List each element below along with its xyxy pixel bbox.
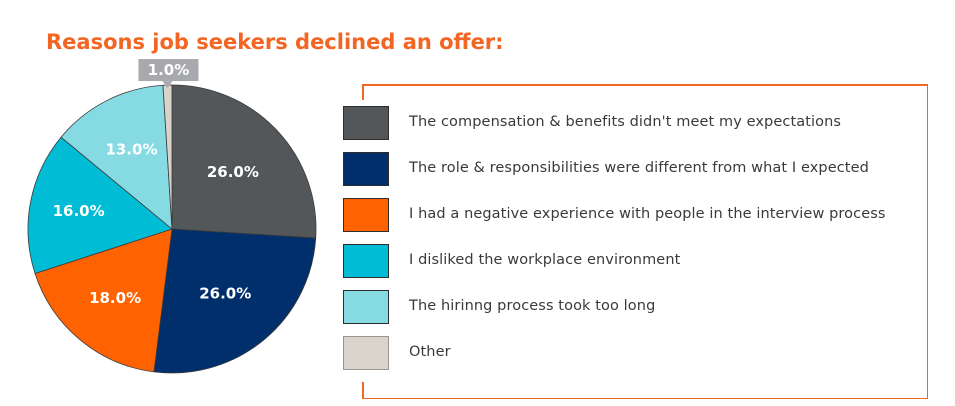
pie-chart: 26.0% 26.0% 18.0% 16.0% 13.0% 1.0% [27,59,317,374]
legend-item-other: Other [343,336,943,370]
slice-label-other: 1.0% [148,61,190,79]
pie-slice-workplace [27,136,173,275]
pie-slice-role [153,228,317,374]
legend-frame [362,84,928,399]
pie-slice-hiring-process [60,84,173,230]
legend-item-workplace: I disliked the workplace environment [343,244,943,278]
slice-label-negative-experience: 18.0% [89,289,141,307]
slice-label-compensation: 26.0% [207,163,259,181]
legend-swatch-role [343,152,389,186]
legend-label-workplace: I disliked the workplace environment [409,252,681,268]
legend-label-hiring-process: The hirinng process took too long [409,298,656,314]
legend-label-negative-experience: I had a negative experience with people … [409,206,886,222]
legend-swatch-negative-experience [343,198,389,232]
legend-swatch-compensation [343,106,389,140]
slice-label-workplace: 16.0% [53,202,105,220]
legend-item-role: The role & responsibilities were differe… [343,152,943,186]
chart-title: Reasons job seekers declined an offer: [46,30,504,54]
legend-swatch-hiring-process [343,290,389,324]
legend-label-role: The role & responsibilities were differe… [409,160,869,176]
legend-swatch-other [343,336,389,370]
pie-slice-negative-experience [34,228,173,373]
slice-label-hiring-process: 13.0% [105,140,157,158]
legend-item-hiring-process: The hirinng process took too long [343,290,943,324]
slice-label-role: 26.0% [199,284,251,302]
legend-item-negative-experience: I had a negative experience with people … [343,198,943,232]
pie-slice-compensation [171,84,317,239]
callout-pointer-other [162,81,173,89]
legend-label-other: Other [409,344,451,360]
legend-swatch-workplace [343,244,389,278]
callout-box-other [138,59,199,82]
legend-label-compensation: The compensation & benefits didn't meet … [409,114,842,130]
legend-item-compensation: The compensation & benefits didn't meet … [343,106,943,140]
callout-other: 1.0% [138,59,199,89]
